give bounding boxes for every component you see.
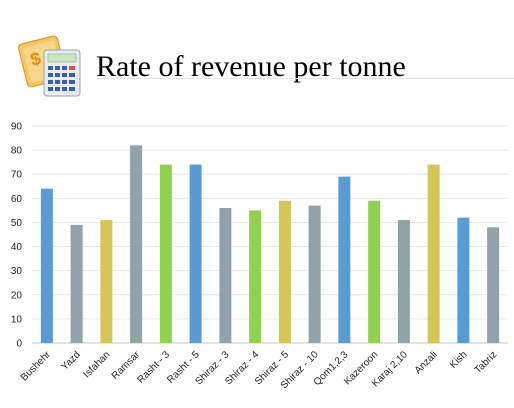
bar — [368, 200, 381, 343]
bar — [249, 210, 262, 343]
page-title: Rate of revenue per tonne — [96, 50, 406, 83]
money-calculator-icon: $ — [17, 35, 81, 97]
bar — [219, 207, 232, 343]
y-tick-label: 60 — [11, 194, 23, 205]
header: $ Rate of revenue per tonne — [0, 0, 514, 100]
x-tick-label: Kish — [448, 349, 470, 371]
bar — [338, 176, 351, 343]
bar — [487, 227, 500, 343]
bar — [189, 164, 202, 343]
x-tick-label: Tabriz — [473, 349, 500, 376]
bar — [70, 224, 83, 343]
bar — [457, 217, 470, 343]
y-tick-label: 20 — [11, 290, 23, 301]
title-divider — [96, 78, 514, 79]
y-tick-label: 0 — [16, 339, 22, 350]
x-tick-label: Bushehr — [19, 349, 54, 384]
y-tick-label: 10 — [11, 314, 23, 325]
svg-text:$: $ — [28, 48, 43, 70]
bar — [308, 205, 321, 343]
bar — [130, 145, 143, 343]
bar — [100, 220, 113, 343]
x-tick-label: Isfahan — [82, 349, 113, 380]
y-tick-label: 90 — [11, 122, 23, 133]
y-tick-label: 40 — [11, 242, 23, 253]
bar — [278, 200, 291, 343]
x-tick-label: Yazd — [59, 349, 82, 372]
y-tick-label: 80 — [11, 146, 23, 157]
bar — [427, 164, 440, 343]
bar — [397, 220, 410, 343]
x-tick-label: Anzali — [413, 349, 440, 376]
bar — [159, 164, 172, 343]
bar — [40, 188, 53, 343]
y-tick-label: 70 — [11, 170, 23, 181]
y-tick-label: 50 — [11, 218, 23, 229]
y-tick-label: 30 — [11, 266, 23, 277]
